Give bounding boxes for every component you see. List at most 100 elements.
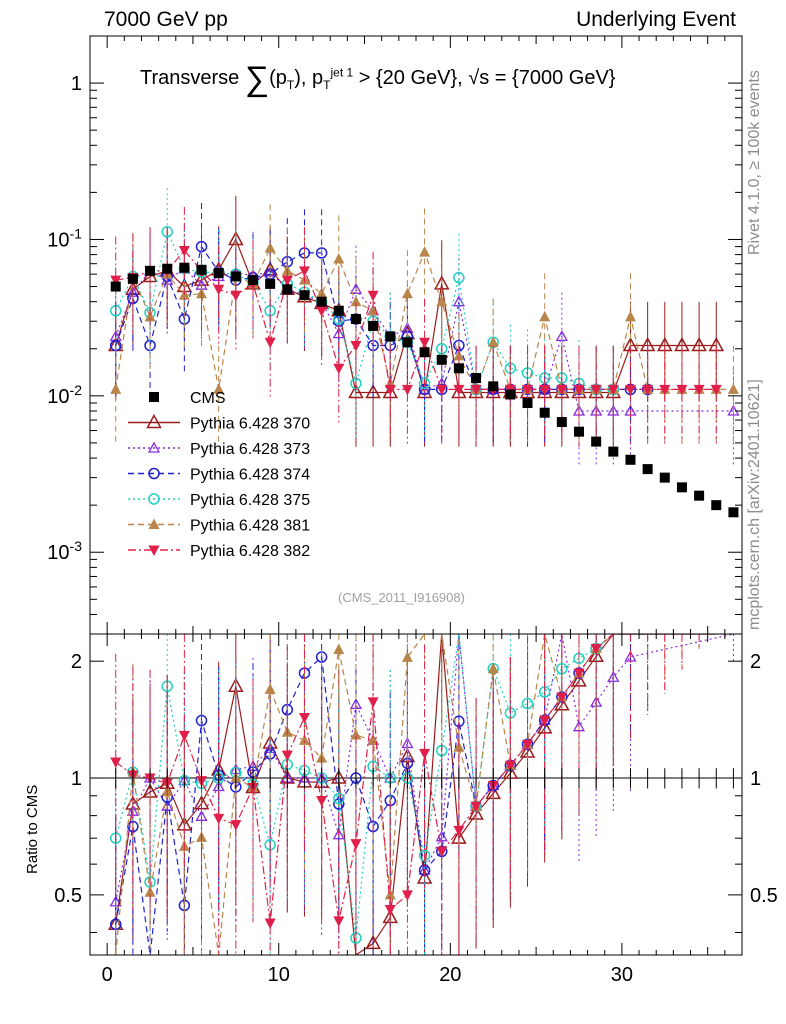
ratio-point — [333, 643, 345, 655]
main-plot-frame — [89, 35, 743, 635]
data-point — [694, 490, 705, 501]
data-point — [471, 373, 482, 384]
data-point — [162, 263, 173, 274]
title-pt-sub: T — [286, 78, 295, 92]
series-line — [115, 245, 648, 390]
main-plot-area — [107, 188, 740, 518]
data-point — [230, 290, 242, 302]
series-p382 — [110, 206, 722, 444]
data-point — [299, 290, 310, 301]
data-point — [368, 320, 379, 331]
legend-marker — [148, 545, 160, 556]
ratio-point — [504, 760, 516, 772]
header-left-label: 7000 GeV pp — [104, 8, 228, 31]
ratio-series-line — [115, 634, 614, 939]
ratio-series-p382 — [110, 634, 717, 955]
data-point — [265, 278, 276, 289]
data-point — [282, 284, 293, 295]
legend-marker — [146, 413, 162, 429]
data-point — [522, 384, 534, 396]
legend-marker — [148, 493, 160, 505]
ratio-point — [522, 739, 534, 751]
data-point — [608, 446, 619, 457]
ratio-point — [401, 651, 413, 662]
series-line — [115, 229, 614, 390]
legend-label: Pythia 6.428 374 — [190, 467, 310, 484]
data-point — [659, 384, 671, 396]
data-point — [470, 384, 482, 396]
title-sum-symbol: ∑ — [244, 60, 270, 98]
data-point — [453, 384, 465, 396]
data-point — [316, 287, 328, 299]
legend-label: Pythia 6.428 375 — [190, 492, 310, 509]
data-point — [590, 384, 602, 396]
data-point — [728, 507, 739, 518]
ratio-series-line — [115, 634, 717, 924]
ratio-series-CMS — [115, 768, 734, 789]
legend-label: Pythia 6.428 370 — [190, 416, 310, 433]
data-point — [333, 252, 345, 264]
series-p374 — [109, 203, 654, 444]
data-point — [574, 426, 584, 437]
legend-marker — [148, 518, 160, 529]
data-point — [607, 384, 619, 396]
data-point — [144, 310, 156, 322]
x-tick-label: 0 — [102, 964, 113, 986]
data-point — [556, 384, 568, 396]
data-point — [419, 347, 430, 358]
chart-title: Transverse ∑(pT), pTjet 1 > {20 GeV}, √s… — [140, 60, 615, 99]
ratio-series-line — [115, 634, 717, 955]
data-point — [676, 482, 687, 493]
data-point — [505, 389, 516, 400]
data-point — [539, 407, 550, 418]
main-y-tick-label: 10-3 — [47, 538, 82, 564]
x-tick-label: 10 — [268, 964, 290, 986]
data-point — [230, 271, 241, 282]
legend-label: Pythia 6.428 382 — [190, 543, 310, 560]
data-point — [624, 310, 636, 322]
data-point — [710, 384, 722, 396]
data-point — [573, 384, 585, 396]
title-jet-sup: jet 1 — [330, 65, 354, 80]
ratio-point — [298, 734, 310, 745]
legend-label: Pythia 6.428 381 — [190, 518, 310, 535]
data-point — [436, 354, 447, 365]
data-point — [522, 398, 533, 409]
header-right-label: Underlying Event — [576, 8, 736, 31]
data-point — [676, 384, 688, 396]
ratio-y-tick-label-right: 0.5 — [750, 885, 778, 907]
ratio-y-tick-label-right: 2 — [750, 651, 761, 673]
title-pt2-sub: T — [323, 78, 331, 92]
analysis-watermark: (CMS_2011_I916908) — [338, 590, 465, 605]
data-point — [693, 384, 705, 396]
data-point — [350, 314, 361, 325]
data-point — [145, 265, 156, 276]
main-y-tick-label: 10-2 — [47, 382, 82, 408]
rivet-version-label: Rivet 4.1.0, ≥ 100k events — [746, 70, 763, 255]
data-point — [453, 363, 464, 374]
data-point — [196, 264, 207, 275]
data-point — [453, 271, 465, 284]
data-point — [316, 296, 327, 307]
data-point — [348, 383, 364, 399]
series-line — [115, 246, 734, 391]
ratio-point — [264, 918, 276, 930]
main-y-tick-label: 1 — [71, 73, 82, 95]
data-point — [727, 383, 739, 394]
ratio-point — [453, 741, 465, 752]
title-prefix: Transverse — [140, 67, 245, 89]
data-point — [333, 305, 344, 316]
ratio-point — [333, 916, 345, 927]
ratio-y-tick-label: 1 — [71, 768, 82, 790]
series-line — [115, 249, 717, 390]
data-point — [659, 472, 670, 483]
ratio-series-line — [115, 634, 648, 955]
data-point — [179, 262, 190, 273]
data-point — [315, 247, 328, 259]
ratio-y-tick-label-right: 1 — [750, 768, 761, 790]
ratio-point — [607, 670, 620, 682]
data-point — [213, 268, 224, 279]
data-point — [642, 384, 654, 396]
ratio-plot-frame — [89, 633, 743, 956]
data-point — [539, 310, 551, 322]
